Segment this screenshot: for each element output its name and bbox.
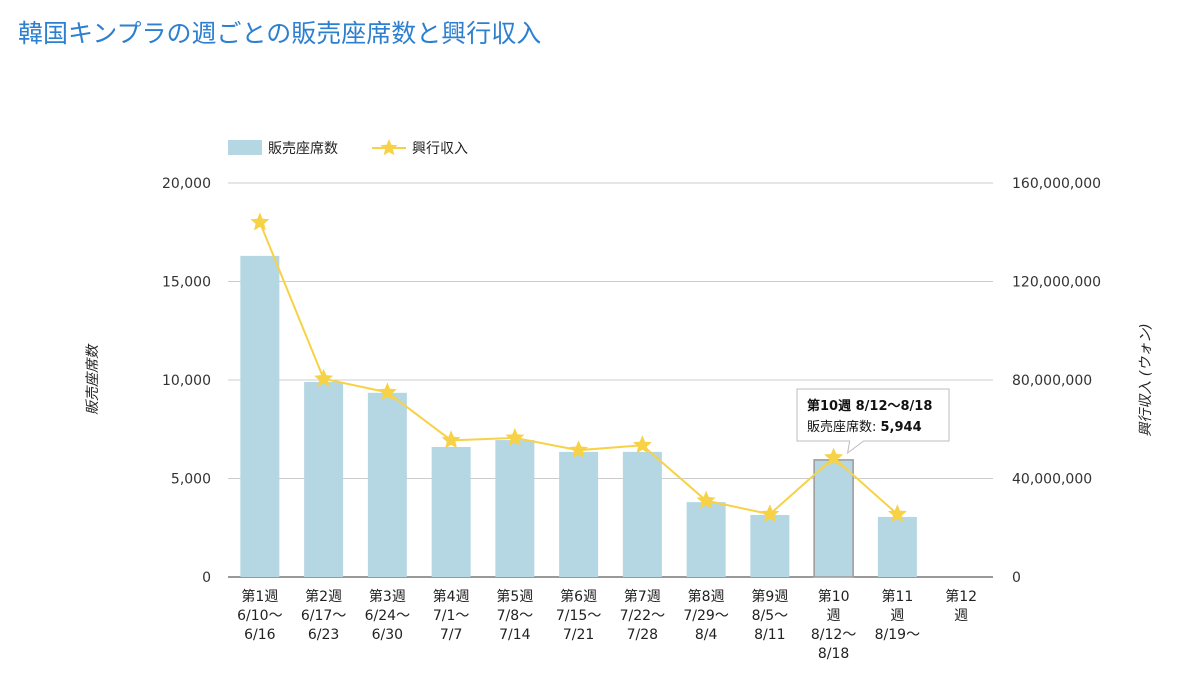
revenue-point-star	[887, 504, 907, 523]
revenue-point-star	[760, 504, 780, 523]
y-left-tick-label: 5,000	[171, 472, 211, 488]
x-tick-label: 第3週 6/24〜 6/30	[365, 588, 410, 643]
bar	[304, 381, 344, 577]
x-tick-label: 第6週 7/15〜 7/21	[556, 588, 601, 643]
legend-label-line: 興行収入	[412, 141, 468, 157]
bar	[813, 459, 854, 578]
y-right-axis-title: 興行収入 (ウォン)	[1138, 323, 1154, 436]
tooltip-value: 5,944	[881, 420, 922, 435]
y-right-tick-label: 0	[1012, 570, 1021, 586]
y-left-tick-label: 20,000	[162, 176, 211, 192]
bar	[750, 514, 790, 577]
x-tick-label: 第1週 6/10〜 6/16	[237, 588, 282, 643]
x-tick-label: 第7週 7/22〜 7/28	[620, 588, 665, 643]
revenue-point-star	[569, 440, 589, 459]
y-right-tick-label: 80,000,000	[1012, 373, 1092, 389]
revenue-point-star	[505, 427, 525, 446]
bar	[877, 516, 917, 577]
revenue-point-star	[250, 212, 270, 231]
revenue-point-star	[632, 435, 652, 454]
x-tick-label: 第5週 7/8〜 7/14	[496, 588, 533, 643]
tooltip-body: 販売座席数: 5,944	[807, 419, 922, 435]
x-tick-label: 第9週 8/5〜 8/11	[751, 588, 788, 643]
y-left-tick-label: 0	[202, 570, 211, 586]
revenue-point-star	[314, 368, 334, 387]
x-tick-label: 第2週 6/17〜 6/23	[301, 588, 346, 643]
bar	[367, 392, 407, 577]
bar	[622, 451, 662, 577]
legend-star-icon	[380, 139, 398, 156]
y-left-axis-title: 販売座席数	[85, 343, 101, 415]
x-tick-label: 第12 週	[945, 588, 977, 624]
bar	[495, 440, 535, 577]
legend-label-bar: 販売座席数	[268, 141, 338, 157]
y-right-tick-label: 120,000,000	[1012, 275, 1101, 291]
y-right-tick-label: 160,000,000	[1012, 176, 1101, 192]
x-tick-label: 第11 週 8/19〜	[875, 588, 920, 643]
y-right-tick-label: 40,000,000	[1012, 472, 1092, 488]
revenue-point-star	[696, 490, 716, 509]
legend-swatch-bar	[228, 140, 262, 155]
bar	[431, 446, 471, 577]
bar	[559, 451, 599, 577]
revenue-point-star	[824, 447, 844, 466]
tooltip-box	[796, 388, 950, 455]
revenue-point-star	[377, 382, 397, 401]
x-tick-label: 第10 週 8/12〜 8/18	[811, 588, 856, 662]
tooltip-label: 販売座席数:	[807, 419, 881, 435]
x-tick-label: 第4週 7/1〜 7/7	[433, 588, 470, 643]
page-title: 韓国キンプラの週ごとの販売座席数と興行収入	[18, 19, 542, 48]
x-tick-label: 第8週 7/29〜 8/4	[683, 588, 728, 643]
tooltip-title: 第10週 8/12〜8/18	[807, 398, 932, 414]
revenue-point-star	[441, 430, 461, 449]
bar	[686, 502, 726, 577]
y-left-tick-label: 15,000	[162, 275, 211, 291]
bar	[240, 255, 280, 577]
y-left-tick-label: 10,000	[162, 373, 211, 389]
